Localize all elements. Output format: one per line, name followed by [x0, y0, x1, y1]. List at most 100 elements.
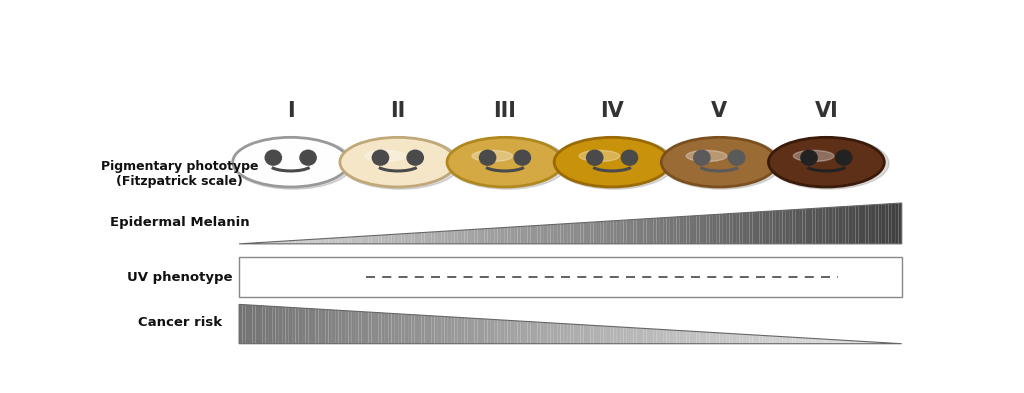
- Polygon shape: [425, 316, 428, 344]
- Polygon shape: [283, 307, 286, 344]
- Polygon shape: [495, 228, 498, 244]
- Polygon shape: [409, 314, 412, 344]
- Polygon shape: [378, 313, 382, 344]
- Polygon shape: [530, 322, 534, 344]
- Ellipse shape: [554, 137, 670, 187]
- Polygon shape: [382, 235, 385, 244]
- Polygon shape: [640, 219, 643, 244]
- Polygon shape: [713, 332, 716, 344]
- Polygon shape: [581, 325, 584, 344]
- Polygon shape: [447, 231, 452, 244]
- Polygon shape: [733, 334, 736, 344]
- Polygon shape: [849, 341, 852, 344]
- Polygon shape: [895, 203, 898, 244]
- Polygon shape: [365, 312, 369, 344]
- Polygon shape: [501, 228, 504, 244]
- Polygon shape: [508, 320, 511, 344]
- Polygon shape: [421, 315, 425, 344]
- Polygon shape: [299, 240, 302, 244]
- Polygon shape: [517, 226, 521, 244]
- Polygon shape: [766, 211, 769, 244]
- Polygon shape: [882, 204, 885, 244]
- Ellipse shape: [836, 150, 852, 165]
- Polygon shape: [693, 216, 696, 244]
- Text: Epidermal Melanin: Epidermal Melanin: [110, 216, 250, 229]
- Ellipse shape: [340, 138, 461, 189]
- Polygon shape: [468, 230, 471, 244]
- Polygon shape: [355, 237, 358, 244]
- Polygon shape: [302, 240, 305, 244]
- Polygon shape: [849, 206, 852, 244]
- Polygon shape: [388, 313, 391, 344]
- Polygon shape: [898, 203, 902, 244]
- Polygon shape: [790, 210, 793, 244]
- Text: I: I: [287, 101, 295, 121]
- Polygon shape: [590, 222, 594, 244]
- Polygon shape: [252, 243, 256, 244]
- Polygon shape: [461, 230, 465, 244]
- Polygon shape: [283, 241, 286, 244]
- Polygon shape: [584, 222, 587, 244]
- Polygon shape: [418, 315, 421, 344]
- Polygon shape: [504, 320, 508, 344]
- Polygon shape: [511, 321, 514, 344]
- Polygon shape: [587, 222, 590, 244]
- Polygon shape: [312, 239, 315, 244]
- Polygon shape: [806, 338, 809, 344]
- Polygon shape: [686, 331, 690, 344]
- Polygon shape: [501, 320, 504, 344]
- Text: UV sensitive,
Burn rather than tan: UV sensitive, Burn rather than tan: [249, 261, 371, 291]
- Polygon shape: [508, 227, 511, 244]
- Polygon shape: [868, 205, 872, 244]
- Polygon shape: [710, 332, 713, 344]
- Polygon shape: [547, 323, 551, 344]
- Polygon shape: [756, 335, 759, 344]
- Ellipse shape: [794, 151, 834, 162]
- Polygon shape: [742, 334, 746, 344]
- Polygon shape: [243, 243, 246, 244]
- Polygon shape: [610, 327, 613, 344]
- Polygon shape: [401, 314, 404, 344]
- Polygon shape: [481, 319, 484, 344]
- Polygon shape: [348, 311, 352, 344]
- Ellipse shape: [365, 151, 406, 162]
- Ellipse shape: [514, 150, 530, 165]
- Polygon shape: [461, 318, 465, 344]
- Polygon shape: [348, 237, 352, 244]
- Polygon shape: [498, 320, 501, 344]
- Polygon shape: [726, 214, 729, 244]
- Polygon shape: [352, 237, 355, 244]
- Text: II: II: [390, 101, 406, 121]
- Polygon shape: [667, 330, 670, 344]
- Polygon shape: [444, 231, 447, 244]
- Polygon shape: [872, 205, 876, 244]
- Polygon shape: [624, 327, 627, 344]
- Polygon shape: [825, 208, 828, 244]
- Polygon shape: [600, 326, 603, 344]
- Ellipse shape: [622, 150, 638, 165]
- Polygon shape: [630, 328, 634, 344]
- Polygon shape: [594, 222, 597, 244]
- Polygon shape: [322, 309, 326, 344]
- Polygon shape: [452, 231, 455, 244]
- Polygon shape: [369, 312, 372, 344]
- Polygon shape: [395, 234, 398, 244]
- Polygon shape: [879, 204, 882, 244]
- Polygon shape: [292, 308, 296, 344]
- Polygon shape: [296, 240, 299, 244]
- Polygon shape: [468, 318, 471, 344]
- Polygon shape: [431, 316, 434, 344]
- Polygon shape: [819, 208, 822, 244]
- Polygon shape: [286, 241, 289, 244]
- Text: IV: IV: [600, 101, 624, 121]
- Polygon shape: [809, 209, 812, 244]
- Polygon shape: [567, 224, 570, 244]
- Polygon shape: [487, 228, 490, 244]
- Polygon shape: [868, 342, 872, 344]
- Polygon shape: [265, 306, 269, 344]
- Polygon shape: [527, 321, 530, 344]
- Polygon shape: [318, 239, 322, 244]
- Polygon shape: [465, 230, 468, 244]
- Polygon shape: [332, 310, 335, 344]
- Ellipse shape: [373, 150, 388, 165]
